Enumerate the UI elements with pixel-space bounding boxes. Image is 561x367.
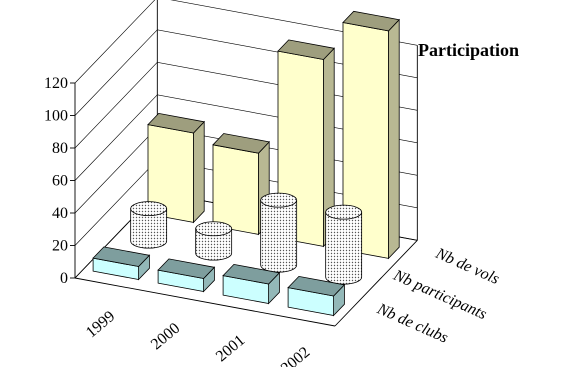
frame-edge [74, 277, 336, 327]
bar [130, 201, 168, 249]
y-tick-label: 0 [60, 270, 68, 287]
bar [222, 263, 281, 305]
bar [147, 112, 206, 224]
frame-edge [334, 240, 418, 327]
y-tick-label: 20 [52, 238, 68, 255]
y-tick-label: 60 [52, 173, 68, 190]
x-tick-label: 2001 [213, 332, 248, 366]
x-tick-label: 1999 [83, 308, 118, 342]
bar [157, 258, 216, 293]
bar [195, 221, 233, 261]
gridline [74, 0, 418, 84]
data-bars [92, 10, 401, 317]
x-tick-label: 2002 [278, 344, 313, 367]
bar [260, 192, 298, 273]
series-label: Nb de clubs [374, 300, 451, 347]
bar [92, 246, 151, 281]
y-tick-label: 80 [52, 140, 68, 157]
bar [342, 10, 401, 260]
bar [287, 275, 346, 317]
bar [325, 204, 363, 285]
x-tick-label: 2000 [148, 320, 183, 354]
y-tick-label: 100 [44, 108, 68, 125]
y-tick-label: 120 [44, 75, 68, 92]
y-tick-label: 40 [52, 205, 68, 222]
series-label: Nb de vols [432, 245, 502, 288]
chart-title: Participation [418, 40, 519, 60]
